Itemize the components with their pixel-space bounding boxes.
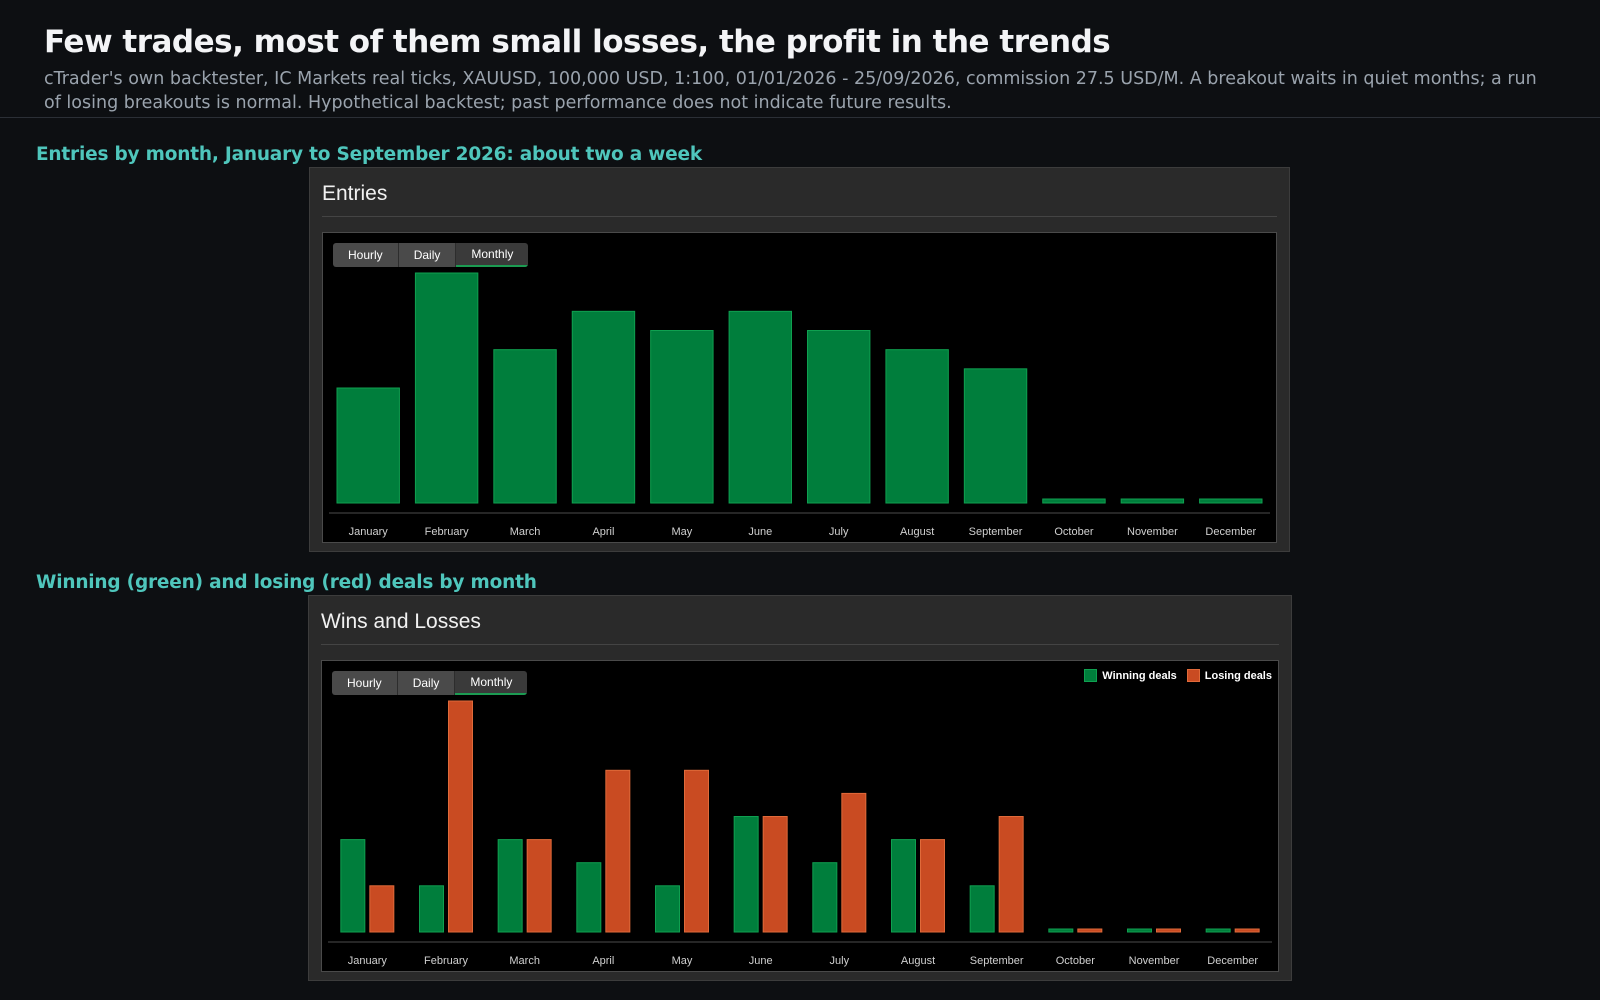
losing-bar-may	[684, 769, 709, 933]
page-title: Few trades, most of them small losses, t…	[44, 24, 1111, 60]
entries-bar-november	[1120, 498, 1185, 504]
winning-bar-august	[891, 839, 916, 933]
chart-legend: Winning deals Losing deals	[1084, 669, 1272, 682]
losing-bar-february	[448, 700, 473, 933]
entries-bar-april	[571, 310, 636, 504]
month-tick-label: July	[829, 526, 849, 538]
entries-bar-may	[650, 330, 714, 504]
winning-bar-february	[419, 885, 444, 933]
losing-bar-march	[526, 839, 552, 933]
month-tick-label: April	[592, 526, 614, 538]
month-tick-label: April	[592, 955, 614, 967]
tab-hourly[interactable]: Hourly	[333, 243, 399, 267]
month-tick-label: November	[1127, 526, 1178, 538]
entries-bar-june	[728, 310, 793, 504]
entries-chart: January February March April May June July Augu…	[322, 232, 1277, 543]
legend-item-winning[interactable]: Winning deals	[1084, 669, 1177, 682]
month-tick-label: February	[425, 526, 470, 538]
entries-bar-august	[885, 349, 949, 504]
losing-bar-december	[1234, 928, 1260, 933]
month-tick-label: June	[748, 526, 772, 538]
winloss-chart-svg: January February March April May June July Augu…	[328, 700, 1272, 967]
winning-bar-march	[497, 839, 523, 933]
month-tick-label: January	[348, 955, 388, 967]
entries-section-heading: Entries by month, January to September 2…	[36, 144, 702, 165]
month-tick-label: February	[424, 955, 469, 967]
losing-bar-april	[605, 769, 631, 933]
winning-bar-september	[969, 885, 995, 933]
legend-item-losing[interactable]: Losing deals	[1186, 669, 1272, 682]
winning-bar-december	[1205, 928, 1231, 933]
losing-bar-september	[998, 816, 1024, 933]
winning-bar-april	[576, 862, 602, 933]
entries-timeframe-tabs: Hourly Daily Monthly	[333, 243, 529, 267]
month-tick-label: October	[1056, 955, 1095, 967]
losing-bar-november	[1156, 928, 1181, 933]
month-tick-label: June	[749, 955, 773, 967]
page-subtitle: cTrader's own backtester, IC Markets rea…	[44, 69, 1537, 113]
winning-bar-july	[812, 862, 838, 933]
entries-bar-september	[963, 368, 1028, 504]
entries-bar-october	[1042, 498, 1106, 504]
winloss-chart: January February March April May June July Augu…	[321, 660, 1279, 972]
winning-swatch	[1084, 669, 1098, 682]
legend-label-winning: Winning deals	[1102, 669, 1177, 682]
losing-swatch	[1186, 669, 1200, 682]
tab-hourly[interactable]: Hourly	[332, 671, 398, 695]
month-tick-label: March	[509, 955, 540, 967]
month-tick-label: December	[1205, 526, 1256, 538]
page-header: Few trades, most of them small losses, t…	[0, 0, 1600, 118]
month-tick-label: August	[900, 526, 934, 538]
entries-bar-february	[414, 272, 479, 504]
winloss-section-heading: Winning (green) and losing (red) deals b…	[36, 572, 537, 593]
legend-label-losing: Losing deals	[1204, 669, 1272, 682]
winning-bar-june	[733, 816, 759, 933]
entries-chart-svg: January February March April May June July Augu…	[329, 272, 1270, 538]
entries-bar-january	[336, 387, 400, 504]
month-tick-label: August	[901, 955, 935, 967]
panel-divider	[322, 216, 1277, 217]
winloss-panel-title: Wins and Losses	[321, 610, 481, 633]
month-tick-label: July	[830, 955, 850, 967]
winning-bar-october	[1048, 928, 1074, 933]
entries-panel-title: Entries	[322, 182, 388, 205]
month-tick-label: March	[510, 526, 541, 538]
losing-bar-august	[920, 839, 945, 933]
month-tick-label: September	[969, 526, 1023, 538]
winning-bar-january	[340, 839, 366, 933]
month-tick-label: September	[970, 955, 1024, 967]
month-tick-label: November	[1129, 955, 1180, 967]
losing-bar-july	[841, 792, 867, 933]
losing-bar-june	[762, 816, 788, 933]
panel-divider	[321, 644, 1279, 645]
entries-bar-december	[1199, 498, 1263, 504]
entries-bar-march	[493, 349, 557, 504]
winloss-timeframe-tabs: Hourly Daily Monthly	[332, 671, 528, 695]
entries-panel: Entries January February March April May June…	[309, 167, 1290, 552]
losing-bar-october	[1077, 928, 1103, 933]
tab-daily[interactable]: Daily	[397, 671, 456, 695]
tab-monthly[interactable]: Monthly	[456, 243, 529, 267]
month-tick-label: January	[349, 526, 389, 538]
tab-monthly[interactable]: Monthly	[455, 671, 528, 695]
losing-bar-january	[369, 885, 395, 933]
winning-bar-november	[1127, 928, 1152, 933]
winloss-panel: Wins and Losses January February March Apri…	[308, 595, 1292, 981]
entries-bar-july	[807, 330, 871, 504]
month-tick-label: May	[672, 955, 693, 967]
month-tick-label: December	[1207, 955, 1258, 967]
month-tick-label: May	[671, 526, 692, 538]
tab-daily[interactable]: Daily	[398, 243, 457, 267]
winning-bar-may	[655, 885, 680, 933]
month-tick-label: October	[1054, 526, 1093, 538]
